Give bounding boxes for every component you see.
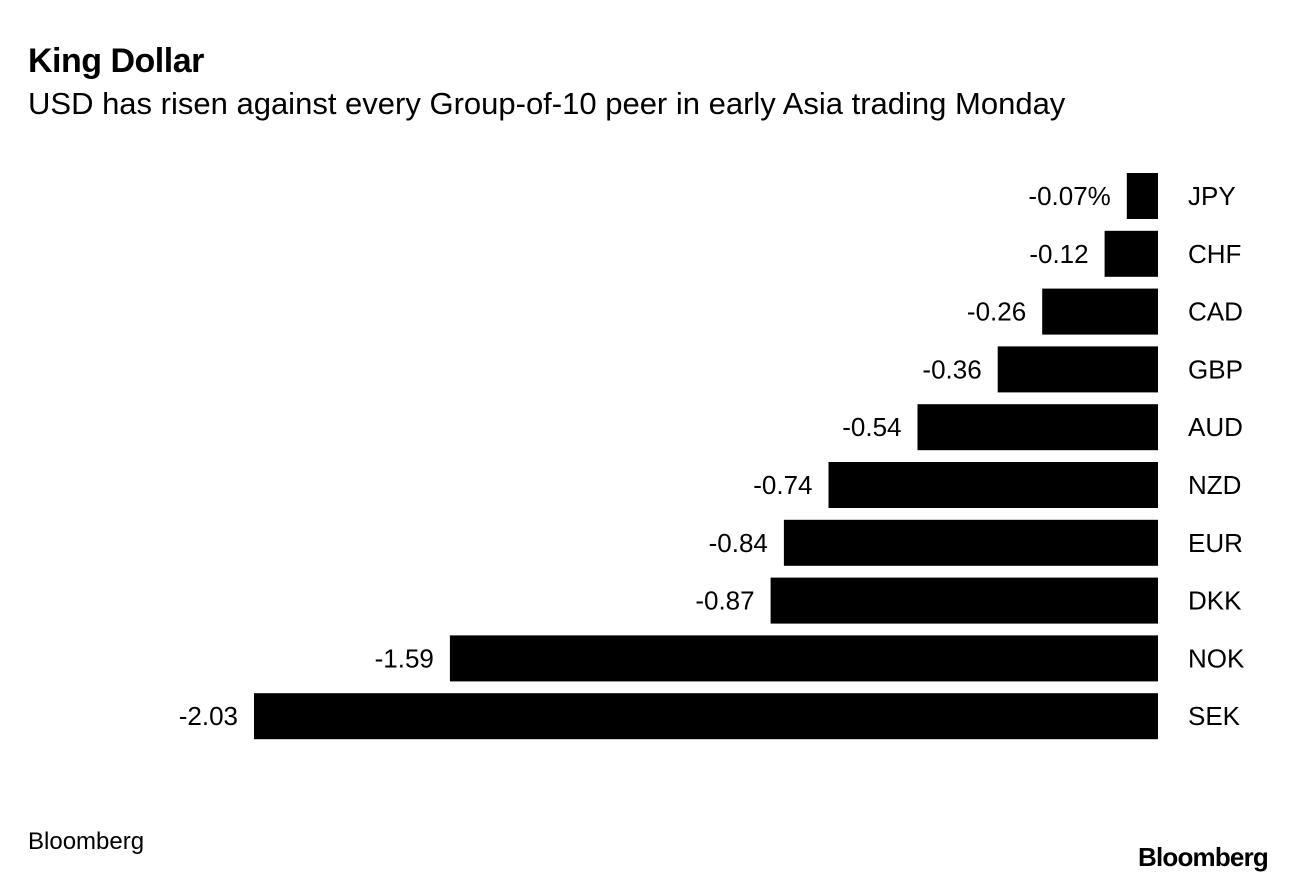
- category-label-aud: AUD: [1188, 412, 1243, 442]
- value-label-dkk: -0.87: [695, 586, 754, 616]
- category-label-sek: SEK: [1188, 701, 1241, 731]
- bar-gbp: [997, 346, 1158, 393]
- chart-title: King Dollar: [28, 42, 204, 80]
- category-label-gbp: GBP: [1188, 354, 1243, 384]
- category-label-eur: EUR: [1188, 528, 1243, 558]
- bloomberg-logo: Bloomberg: [1137, 842, 1269, 872]
- bar-eur: [783, 519, 1158, 566]
- bar-aud: [917, 404, 1158, 451]
- bar-nzd: [828, 462, 1158, 508]
- category-label-cad: CAD: [1188, 297, 1243, 327]
- value-label-jpy: -0.07%: [1028, 181, 1110, 211]
- chart-subtitle: USD has risen against every Group-of-10 …: [28, 86, 1066, 121]
- value-label-cad: -0.26: [967, 297, 1026, 327]
- value-label-chf: -0.12: [1029, 239, 1088, 269]
- bar-dkk: [770, 577, 1158, 624]
- bar-chf: [1104, 230, 1158, 277]
- value-label-nzd: -0.74: [753, 470, 812, 500]
- value-label-aud: -0.54: [842, 412, 901, 442]
- bar-cad: [1042, 288, 1158, 335]
- category-label-dkk: DKK: [1188, 586, 1242, 616]
- category-label-nok: NOK: [1188, 643, 1245, 673]
- category-label-chf: CHF: [1188, 239, 1241, 269]
- value-label-eur: -0.84: [709, 528, 768, 558]
- value-label-gbp: -0.36: [922, 354, 981, 384]
- category-label-nzd: NZD: [1188, 470, 1241, 500]
- bar-nok: [449, 635, 1158, 682]
- value-label-sek: -2.03: [179, 701, 238, 731]
- value-label-nok: -1.59: [375, 643, 434, 673]
- bar-sek: [254, 693, 1158, 740]
- category-label-jpy: JPY: [1188, 181, 1236, 211]
- bar-jpy: [1126, 173, 1158, 219]
- source-note: Bloomberg: [28, 828, 145, 855]
